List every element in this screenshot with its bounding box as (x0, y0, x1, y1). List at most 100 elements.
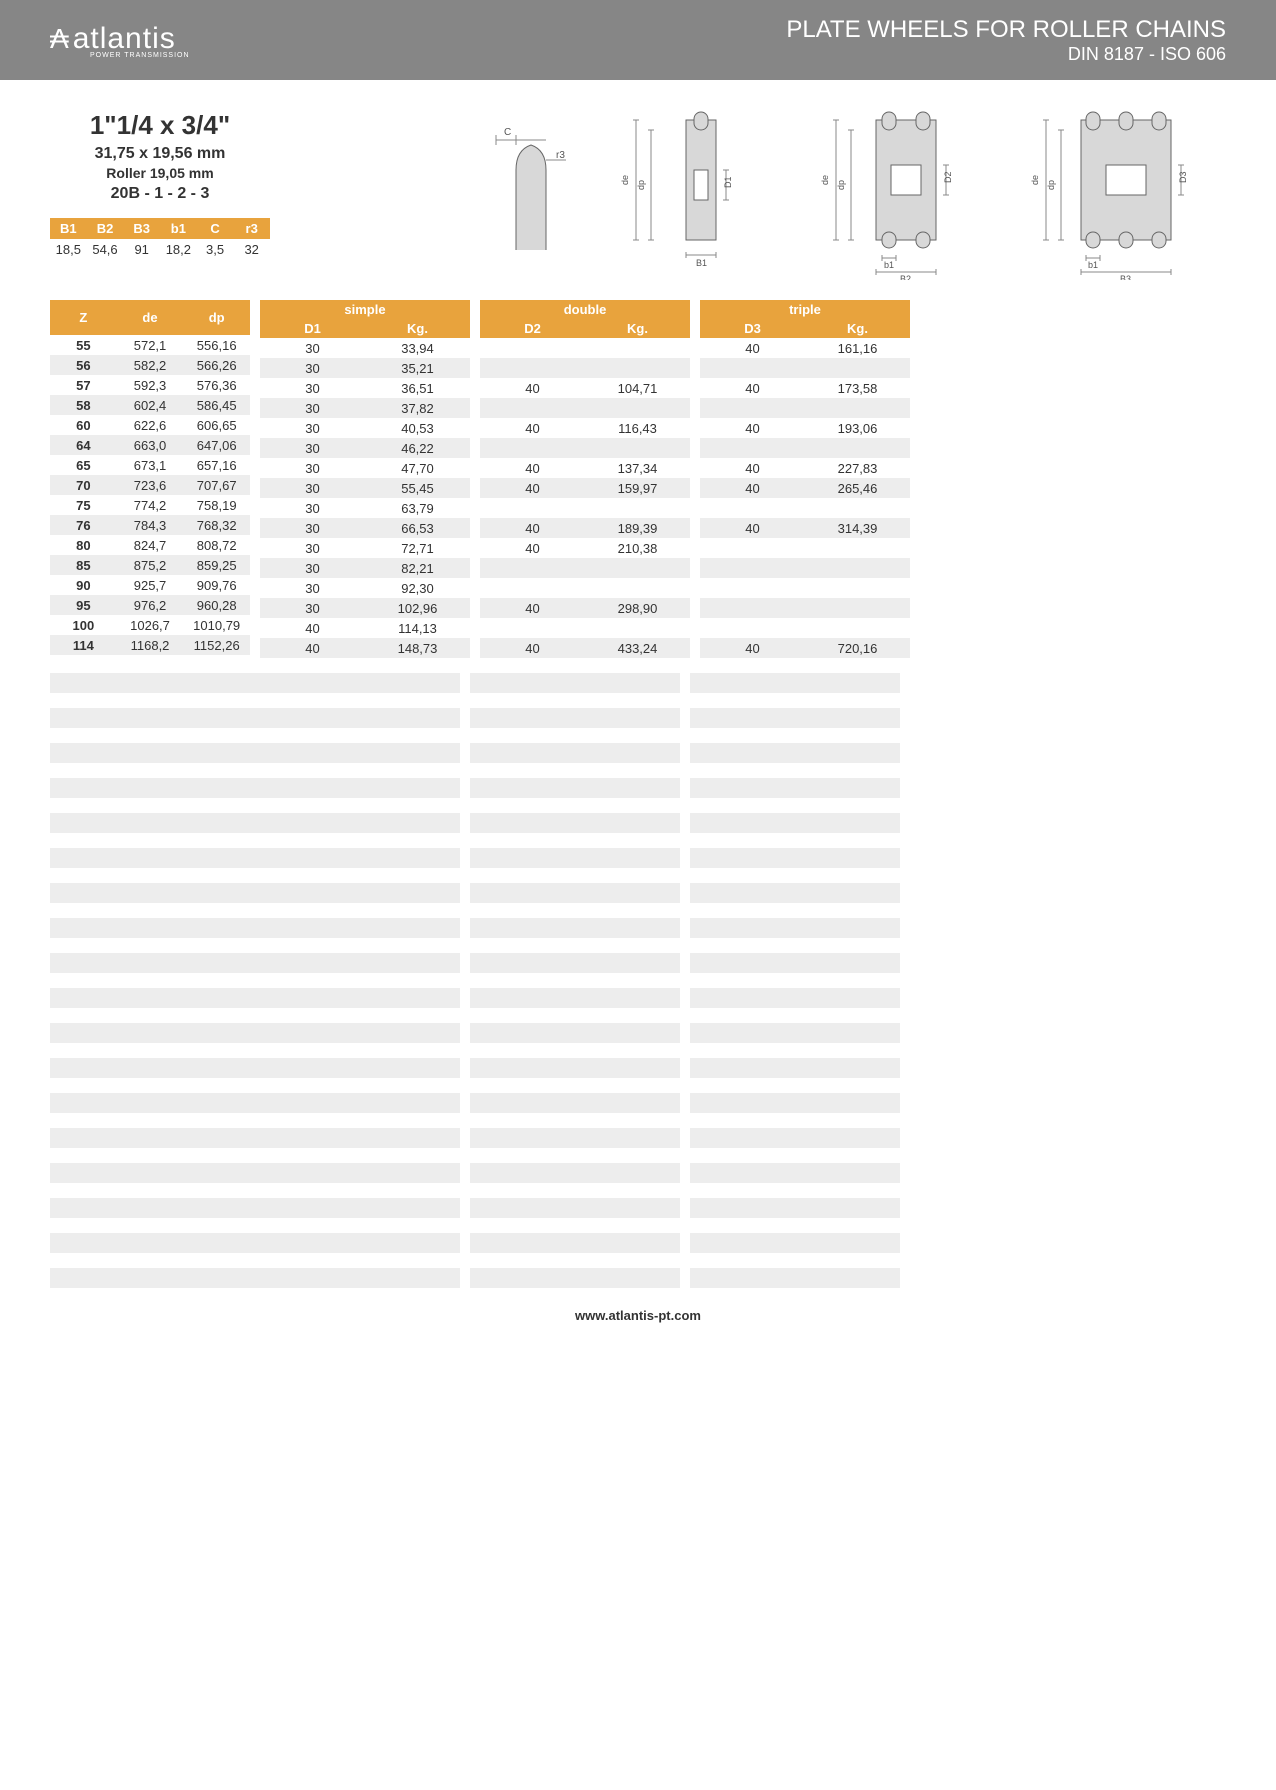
cell-d3: 40 (700, 521, 805, 536)
header-title-block: PLATE WHEELS FOR ROLLER CHAINS DIN 8187 … (786, 16, 1226, 65)
empty-cell (50, 1093, 460, 1113)
empty-row (50, 1198, 1226, 1218)
cell-d1: 30 (260, 481, 365, 496)
label-b1: B1 (696, 258, 707, 268)
cell-kg1: 82,21 (365, 561, 470, 576)
cell-de: 784,3 (117, 518, 184, 533)
cell-dp: 859,25 (183, 558, 250, 573)
empty-cell (690, 953, 900, 973)
cell-kg1: 36,51 (365, 381, 470, 396)
empty-row (50, 1268, 1226, 1288)
spec-code: 20B - 1 - 2 - 3 (50, 185, 270, 203)
main-table: Z de dp 55 572,1 556,16 56 582,2 566,26 … (50, 300, 1226, 658)
cell-d1: 30 (260, 501, 365, 516)
diagram-tooth: C r3 (476, 110, 586, 280)
cell-dp: 707,67 (183, 478, 250, 493)
empty-cell (690, 1198, 900, 1218)
th-kg3: Kg. (805, 321, 910, 336)
cell-z: 85 (50, 558, 117, 573)
cell-kg2: 189,39 (585, 521, 690, 536)
cell-z: 95 (50, 598, 117, 613)
cell-dp: 647,06 (183, 438, 250, 453)
header-bar: ₳ atlantis POWER TRANSMISSION PLATE WHEE… (0, 0, 1276, 80)
empty-row (50, 1058, 1226, 1078)
cell-kg1: 72,71 (365, 541, 470, 556)
col-simple: simple D1 Kg. 30 33,94 30 35,21 30 36,51… (260, 300, 470, 658)
cell-d2: 40 (480, 541, 585, 556)
table-row (480, 498, 690, 518)
empty-cell (690, 708, 900, 728)
col-triple: triple D3 Kg. 40 161,16 40 173,58 40 193… (700, 300, 910, 658)
cell-z: 65 (50, 458, 117, 473)
label-b2: B2 (900, 274, 911, 280)
table-row (700, 598, 910, 618)
spec-dim: 31,75 x 19,56 mm (50, 145, 270, 163)
cell-dp: 606,65 (183, 418, 250, 433)
table-row: 56 582,2 566,26 (50, 355, 250, 375)
empty-cell (50, 813, 460, 833)
cell-d2: 40 (480, 381, 585, 396)
cell-d1: 30 (260, 441, 365, 456)
label-c: C (504, 127, 511, 138)
empty-cell (690, 778, 900, 798)
cell-d3: 40 (700, 381, 805, 396)
empty-cell (470, 743, 680, 763)
cell-kg2: 104,71 (585, 381, 690, 396)
empty-cell (50, 778, 460, 798)
empty-row (50, 988, 1226, 1008)
table-row: 40 104,71 (480, 378, 690, 398)
spec-val: 91 (123, 242, 160, 257)
diagram-simple: de dp D1 B1 (616, 110, 786, 280)
table-row: 30 47,70 (260, 458, 470, 478)
label-de: de (1030, 175, 1040, 185)
label-b1: b1 (1088, 260, 1098, 270)
table-row: 30 35,21 (260, 358, 470, 378)
cell-z: 75 (50, 498, 117, 513)
cell-d1: 30 (260, 421, 365, 436)
empty-cell (690, 1128, 900, 1148)
cell-kg3: 173,58 (805, 381, 910, 396)
table-row: 70 723,6 707,67 (50, 475, 250, 495)
table-row: 90 925,7 909,76 (50, 575, 250, 595)
cell-d1: 30 (260, 521, 365, 536)
table-row: 30 55,45 (260, 478, 470, 498)
logo: ₳ atlantis POWER TRANSMISSION (50, 22, 190, 59)
empty-cell (470, 1198, 680, 1218)
th-de: de (117, 310, 184, 325)
empty-row (50, 918, 1226, 938)
spec-col: b1 (160, 221, 197, 236)
cell-kg3: 720,16 (805, 641, 910, 656)
cell-z: 100 (50, 618, 117, 633)
label-dp: dp (636, 180, 646, 190)
cell-kg1: 37,82 (365, 401, 470, 416)
empty-cell (690, 988, 900, 1008)
cell-d2: 40 (480, 461, 585, 476)
table-row (480, 398, 690, 418)
th-simple: simple (260, 300, 470, 319)
table-row: 40 114,13 (260, 618, 470, 638)
table-row (480, 578, 690, 598)
cell-kg3: 265,46 (805, 481, 910, 496)
cell-kg1: 40,53 (365, 421, 470, 436)
cell-z: 80 (50, 538, 117, 553)
brand-subtitle: POWER TRANSMISSION (90, 52, 190, 59)
table-row: 40 265,46 (700, 478, 910, 498)
cell-dp: 808,72 (183, 538, 250, 553)
diagrams: C r3 de dp (310, 110, 1226, 280)
table-row: 40 173,58 (700, 378, 910, 398)
table-row: 114 1168,2 1152,26 (50, 635, 250, 655)
empty-row (50, 708, 1226, 728)
empty-cell (470, 813, 680, 833)
th-z: Z (50, 310, 117, 325)
cell-dp: 1010,79 (183, 618, 250, 633)
page-title: PLATE WHEELS FOR ROLLER CHAINS (786, 16, 1226, 44)
cell-kg3: 227,83 (805, 461, 910, 476)
spec-val: 32 (233, 242, 270, 257)
cell-de: 774,2 (117, 498, 184, 513)
brand-name: atlantis (73, 22, 176, 56)
label-de: de (820, 175, 830, 185)
table-row: 64 663,0 647,06 (50, 435, 250, 455)
empty-cell (690, 883, 900, 903)
empty-cell (50, 918, 460, 938)
spec-col: B1 (50, 221, 87, 236)
